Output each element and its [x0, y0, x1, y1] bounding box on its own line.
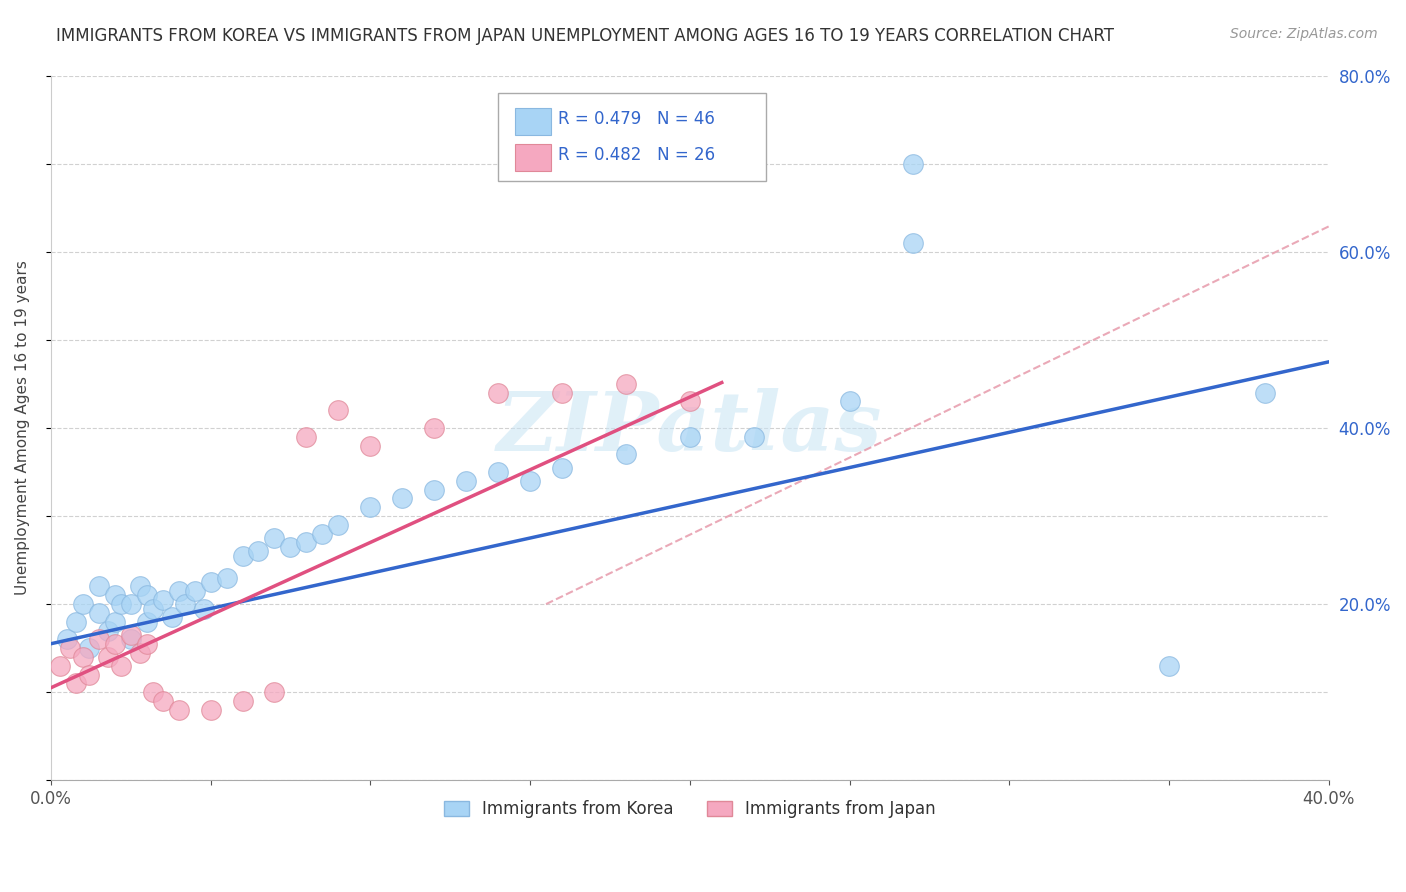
- Point: [1157, 658, 1180, 673]
- Point: [97, 624, 120, 638]
- Point: [142, 685, 165, 699]
- Point: [87, 579, 110, 593]
- Point: [614, 447, 637, 461]
- Point: [486, 385, 509, 400]
- Point: [135, 615, 157, 629]
- Point: [456, 474, 478, 488]
- Point: [551, 385, 574, 400]
- Point: [200, 703, 222, 717]
- Point: [167, 703, 190, 717]
- Text: R = 0.482   N = 26: R = 0.482 N = 26: [558, 146, 716, 164]
- Point: [263, 685, 285, 699]
- Point: [263, 531, 285, 545]
- Point: [742, 430, 765, 444]
- Point: [120, 628, 142, 642]
- Point: [311, 526, 333, 541]
- Point: [87, 632, 110, 647]
- Point: [120, 597, 142, 611]
- Point: [87, 606, 110, 620]
- Point: [359, 438, 381, 452]
- Point: [903, 156, 925, 170]
- Text: ZIPatlas: ZIPatlas: [498, 388, 883, 468]
- Point: [142, 601, 165, 615]
- Point: [104, 588, 127, 602]
- Point: [423, 483, 446, 497]
- Point: [391, 491, 413, 506]
- Point: [72, 650, 94, 665]
- Text: R = 0.479   N = 46: R = 0.479 N = 46: [558, 111, 716, 128]
- Point: [679, 430, 702, 444]
- Point: [679, 394, 702, 409]
- Point: [129, 579, 152, 593]
- Point: [486, 465, 509, 479]
- FancyBboxPatch shape: [498, 93, 766, 181]
- Y-axis label: Unemployment Among Ages 16 to 19 years: Unemployment Among Ages 16 to 19 years: [15, 260, 30, 595]
- Point: [65, 676, 87, 690]
- Point: [328, 517, 350, 532]
- Point: [110, 658, 132, 673]
- Point: [247, 544, 270, 558]
- Point: [183, 583, 205, 598]
- Point: [1254, 385, 1277, 400]
- Point: [838, 394, 860, 409]
- Point: [77, 667, 100, 681]
- Text: Source: ZipAtlas.com: Source: ZipAtlas.com: [1230, 27, 1378, 41]
- Point: [359, 500, 381, 515]
- Point: [135, 588, 157, 602]
- Point: [104, 615, 127, 629]
- Point: [135, 637, 157, 651]
- Point: [120, 632, 142, 647]
- Point: [59, 641, 82, 656]
- Point: [551, 460, 574, 475]
- Point: [280, 540, 302, 554]
- Point: [328, 403, 350, 417]
- Point: [104, 637, 127, 651]
- Point: [519, 474, 541, 488]
- Point: [167, 583, 190, 598]
- Bar: [515, 144, 551, 170]
- Point: [162, 610, 184, 624]
- Point: [97, 650, 120, 665]
- Point: [77, 641, 100, 656]
- Point: [129, 646, 152, 660]
- Point: [152, 694, 174, 708]
- Point: [200, 575, 222, 590]
- Point: [423, 421, 446, 435]
- Point: [614, 376, 637, 391]
- Point: [193, 601, 215, 615]
- Point: [215, 571, 238, 585]
- Point: [65, 615, 87, 629]
- Point: [49, 658, 72, 673]
- Bar: [515, 108, 551, 135]
- Point: [903, 235, 925, 250]
- Point: [152, 592, 174, 607]
- Point: [231, 549, 253, 563]
- Point: [56, 632, 79, 647]
- Point: [295, 430, 318, 444]
- Point: [72, 597, 94, 611]
- Legend: Immigrants from Korea, Immigrants from Japan: Immigrants from Korea, Immigrants from J…: [437, 794, 942, 825]
- Point: [231, 694, 253, 708]
- Point: [295, 535, 318, 549]
- Text: IMMIGRANTS FROM KOREA VS IMMIGRANTS FROM JAPAN UNEMPLOYMENT AMONG AGES 16 TO 19 : IMMIGRANTS FROM KOREA VS IMMIGRANTS FROM…: [56, 27, 1114, 45]
- Point: [110, 597, 132, 611]
- Point: [174, 597, 197, 611]
